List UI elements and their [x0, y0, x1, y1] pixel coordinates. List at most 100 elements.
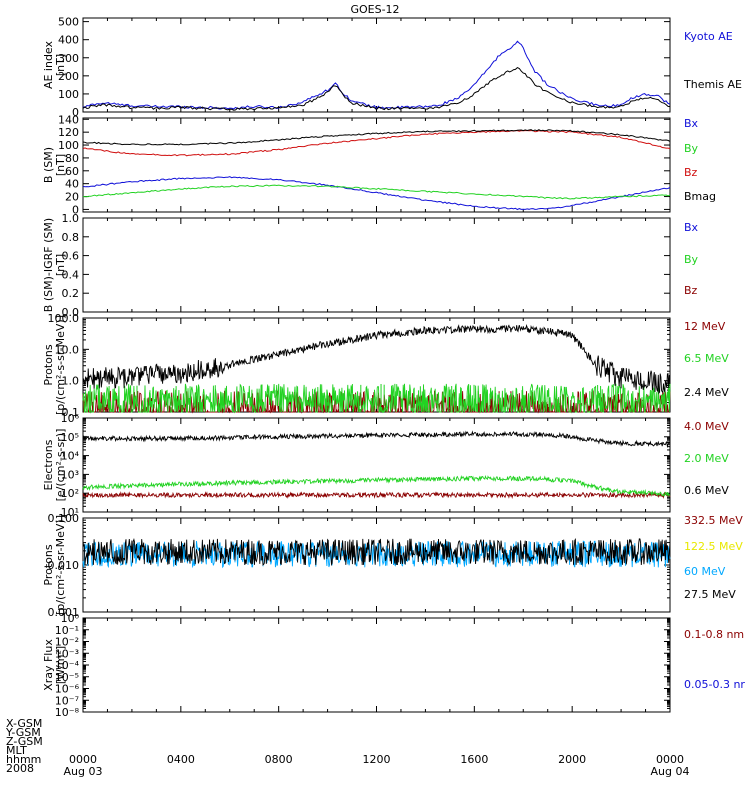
legend-label: Kyoto AE: [684, 30, 733, 43]
y-axis-unit: [nT]: [54, 254, 67, 276]
y-tick-label: 200: [58, 70, 79, 83]
legend-label: 4.0 MeV: [684, 420, 729, 433]
y-tick-label: 10⁶: [61, 412, 80, 425]
y-axis-unit: [nT]: [54, 54, 67, 76]
y-axis-unit: [p/(cm²-s-sr-MeV)]: [54, 515, 67, 615]
y-tick-label: 10⁻⁸: [55, 706, 80, 719]
time-tick-label: 2000: [558, 753, 586, 766]
y-tick-label: 100: [58, 88, 79, 101]
y-tick-label: 0.8: [62, 231, 80, 244]
y-tick-label: 120: [58, 126, 79, 139]
time-tick-label: 0800: [265, 753, 293, 766]
y-tick-label: 0.6: [62, 250, 80, 263]
y-axis-label: Xray Flux: [42, 639, 55, 691]
y-tick-label: 10.0: [55, 343, 80, 356]
legend-label: 27.5 MeV: [684, 588, 736, 601]
y-tick-label: 0.001: [48, 606, 80, 619]
series-line-bx: [82, 176, 671, 211]
series-line-12-mev: [82, 390, 671, 414]
legend-label: 0.6 MeV: [684, 484, 729, 497]
legend-label: 0.1-0.8 nm: [684, 628, 744, 641]
chart-title: GOES-12: [350, 3, 399, 16]
y-tick-label: 10⁻¹: [55, 624, 79, 637]
y-tick-label: 10⁴: [61, 450, 80, 463]
legend-label: 12 MeV: [684, 320, 726, 333]
y-tick-label: 10¹: [61, 506, 79, 519]
date-label: Aug 04: [651, 765, 690, 778]
y-axis-unit: [e/(cm²-s-sr)]: [54, 429, 67, 502]
series-line-themis-ae: [82, 67, 671, 111]
panel-frame: [82, 517, 671, 613]
y-axis-unit: [p/(cm²-s-sr-MeV)]: [54, 315, 67, 415]
series-line-27-5-mev: [82, 537, 671, 567]
y-axis-label: AE index: [42, 40, 55, 89]
y-tick-label: 60: [65, 165, 79, 178]
panel-4: 0.1 1.0 10.0 100.0 Protons [p/(cm²-s-sr-MeV)]…: [42, 312, 729, 419]
time-tick-label: 0400: [167, 753, 195, 766]
legend-label: Bx: [684, 221, 699, 234]
y-tick-label: 10⁰: [61, 612, 80, 625]
y-tick-label: 0: [72, 106, 79, 119]
y-axis-label: Electrons: [42, 439, 55, 490]
y-tick-label: 0.010: [48, 559, 80, 572]
y-axis-unit: [W/m²]: [54, 646, 67, 684]
series-line-2-4-mev: [82, 323, 671, 395]
series-line-2-0-mev: [82, 475, 671, 497]
y-tick-label: 0.4: [62, 268, 80, 281]
y-axis-label: Protons: [42, 344, 55, 385]
y-axis-label: B (SM): [42, 147, 55, 183]
y-tick-label: 500: [58, 16, 79, 29]
y-tick-label: 1.0: [62, 375, 80, 388]
legend-label: Bz: [684, 284, 698, 297]
date-label: Aug 03: [64, 765, 103, 778]
series-line-bmag: [82, 129, 671, 146]
footer-row-label: Z-GSM: [6, 735, 43, 748]
panel-5: 10¹ 10² 10³ 10⁴ 10⁵ 10⁶ Electrons [e/(cm²-s-sr)…: [42, 412, 729, 519]
series-line-0-6-mev: [82, 430, 671, 449]
y-axis-label: B (SM)-IGRF (SM): [42, 218, 55, 312]
legend-label: 2.4 MeV: [684, 386, 729, 399]
time-tick-label: 1200: [363, 753, 391, 766]
y-tick-label: 10²: [61, 487, 79, 500]
series-line-kyoto-ae: [82, 40, 671, 110]
legend-label: By: [684, 253, 699, 266]
legend-label: Bx: [684, 117, 699, 130]
y-tick-label: 20: [65, 191, 79, 204]
y-tick-label: 0.1: [62, 406, 80, 419]
panel-frame: [82, 217, 671, 313]
y-axis-unit: [nT]: [54, 154, 67, 176]
footer-row-label: hhmm: [6, 753, 41, 766]
legend-label: 332.5 MeV: [684, 514, 743, 527]
y-axis-label: Protons: [42, 544, 55, 585]
footer-row-label: MLT: [6, 744, 27, 757]
y-tick-label: 0.2: [62, 287, 80, 300]
footer-row-label: X-GSM: [6, 717, 42, 730]
panel-frame: [82, 417, 671, 513]
panel-frame: [82, 617, 671, 713]
y-tick-label: 10³: [61, 468, 79, 481]
panel-3: 0.0 0.2 0.4 0.6 0.8 1.0 B (SM)-IGRF (SM) [nT] Bx…: [42, 212, 699, 319]
y-tick-label: 10⁻³: [55, 647, 79, 660]
footer-row-label: Y-GSM: [5, 726, 41, 739]
y-tick-label: 300: [58, 52, 79, 65]
legend-label: 122.5 MeV: [684, 540, 743, 553]
legend-label: 6.5 MeV: [684, 352, 729, 365]
y-tick-label: 40: [65, 178, 79, 191]
panel-frame: [82, 17, 671, 113]
legend-label: By: [684, 142, 699, 155]
y-tick-label: 100: [58, 139, 79, 152]
y-tick-label: 10⁻²: [55, 636, 79, 649]
legend-label: Bmag: [684, 190, 716, 203]
time-tick-label: 0000: [656, 753, 684, 766]
y-tick-label: 10⁻⁴: [55, 659, 80, 672]
time-tick-label: 1600: [460, 753, 488, 766]
time-tick-label: 0000: [69, 753, 97, 766]
y-tick-label: 10⁻⁷: [55, 694, 79, 707]
series-line-by: [82, 184, 671, 200]
y-tick-label: 0.0: [62, 306, 80, 319]
